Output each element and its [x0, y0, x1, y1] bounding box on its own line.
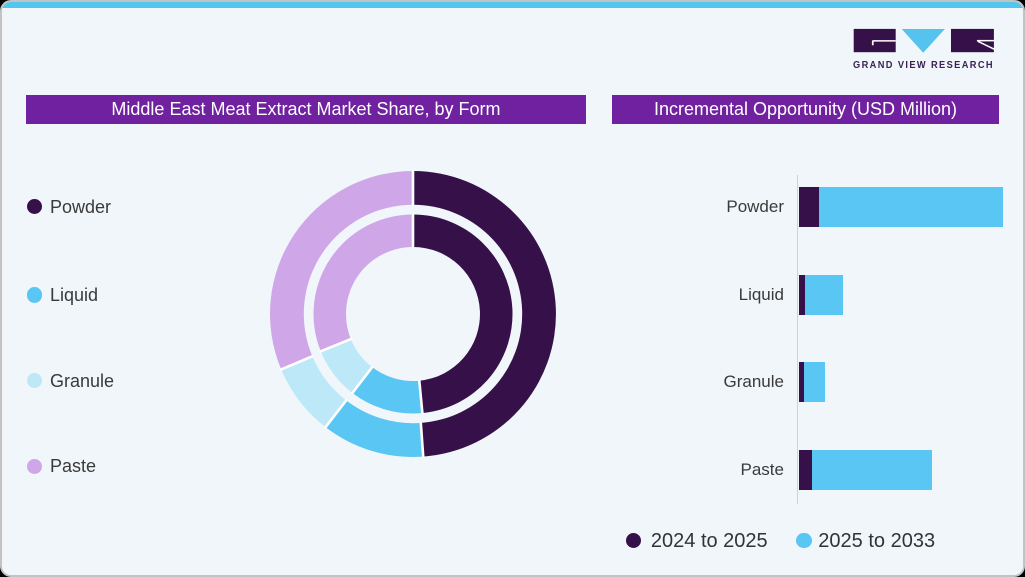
svg-text:GRAND VIEW RESEARCH: GRAND VIEW RESEARCH: [853, 60, 994, 71]
